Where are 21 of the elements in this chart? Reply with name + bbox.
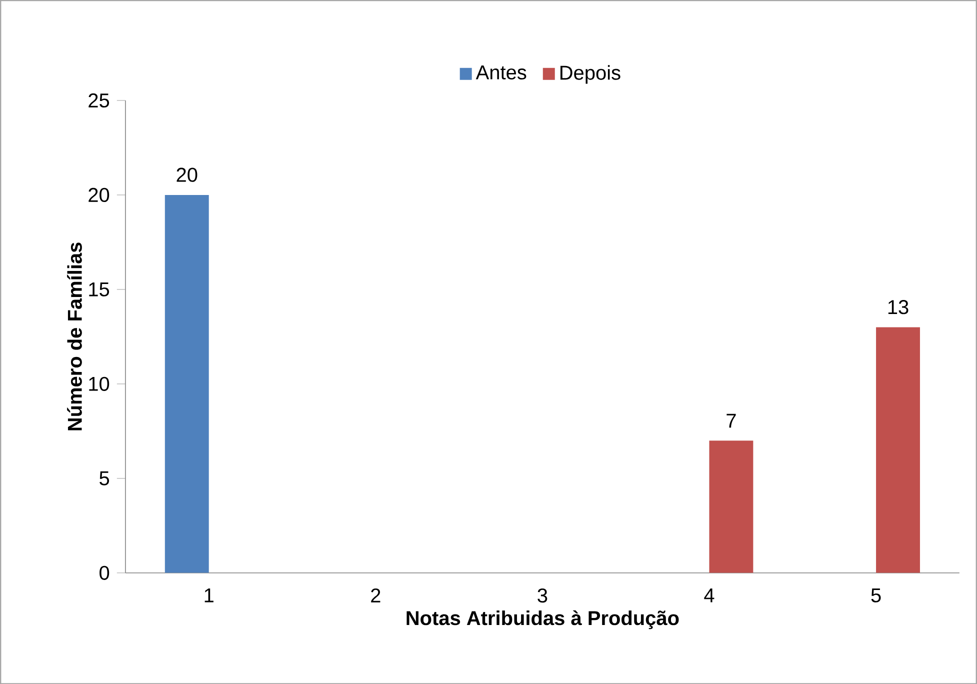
x-tick-label: 5	[871, 588, 881, 602]
y-tick-label: 5	[100, 471, 110, 486]
bar	[876, 327, 920, 573]
data-label: 20	[176, 168, 198, 182]
y-tick-label: 15	[89, 282, 110, 296]
x-axis-title: Notas Atribuidas à Produção	[406, 610, 679, 629]
data-label: 13	[888, 300, 908, 314]
x-tick-label: 3	[538, 588, 548, 602]
x-tick-label: 2	[371, 588, 380, 602]
y-tick-label: 25	[88, 93, 110, 108]
x-tick-label: 1	[204, 588, 214, 602]
bar	[709, 440, 754, 573]
y-axis-title: Número de Famílias	[67, 242, 82, 430]
legend-label: Depois	[560, 64, 620, 84]
legend-label: Antes	[476, 65, 526, 80]
y-tick-label: 0	[100, 566, 110, 580]
x-tick-label: 4	[704, 588, 714, 602]
y-tick-label: 20	[88, 188, 110, 202]
bar	[164, 194, 209, 573]
data-label: 7	[726, 414, 736, 428]
y-tick-label: 10	[89, 376, 110, 391]
